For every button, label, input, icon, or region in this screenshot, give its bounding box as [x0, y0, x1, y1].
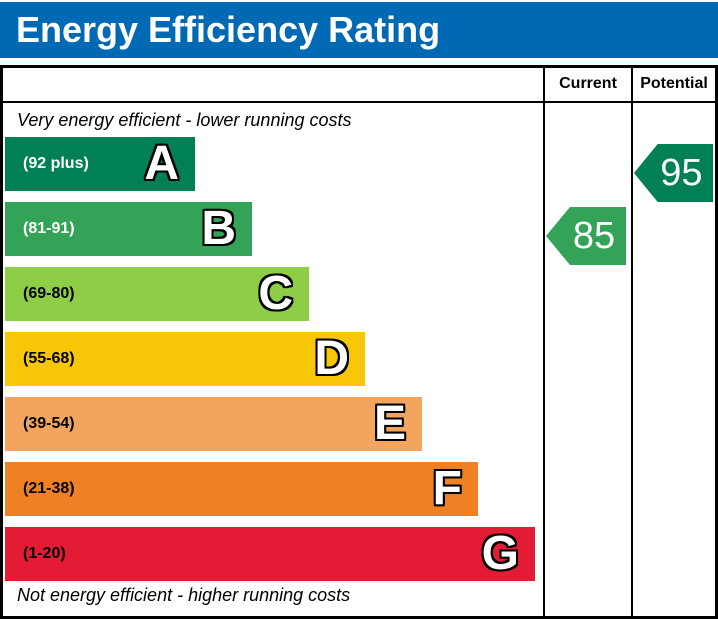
band-a-letter: A [144, 137, 179, 190]
band-e-range-label: (39-54) [23, 415, 75, 432]
potential-column-divider [631, 68, 633, 616]
band-row-a: (92 plus) A [5, 137, 195, 191]
band-f-letter: F [432, 462, 462, 515]
band-d-letter: D [314, 332, 349, 385]
band-a-range-label: (92 plus) [23, 155, 89, 172]
band-f-range-label: (21-38) [23, 480, 75, 497]
bottom-note: Not energy efficient - higher running co… [17, 585, 351, 605]
current-rating-value: 85 [572, 214, 616, 257]
band-c-letter: C [258, 267, 293, 320]
band-e-letter: E [373, 397, 406, 450]
page-title: Energy Efficiency Rating [16, 9, 441, 50]
band-row-g: (1-20) G [5, 527, 535, 581]
band-row-f: (21-38) F [5, 462, 478, 516]
potential-rating-value: 95 [660, 151, 703, 194]
band-g-range-label: (1-20) [23, 545, 66, 562]
potential-rating-arrow: 95 [634, 144, 713, 202]
table-header-row: Current Potential [3, 68, 715, 103]
current-column-header: Current [559, 75, 617, 92]
band-row-e: (39-54) E [5, 397, 422, 451]
band-b-letter: B [201, 202, 236, 255]
band-b-range-label: (81-91) [23, 220, 75, 237]
band-row-c: (69-80) C [5, 267, 309, 321]
potential-column-header: Potential [640, 75, 708, 92]
top-note: Very energy efficient - lower running co… [17, 110, 352, 130]
band-g-letter: G [481, 527, 519, 580]
title-bar: Energy Efficiency Rating [0, 2, 718, 58]
current-rating-arrow: 85 [546, 207, 626, 265]
current-column-divider [543, 68, 545, 616]
band-row-d: (55-68) D [5, 332, 365, 386]
rating-table: Current Potential Very energy efficient … [0, 65, 718, 619]
band-d-range-label: (55-68) [23, 350, 75, 367]
band-row-b: (81-91) B [5, 202, 252, 256]
band-c-range-label: (69-80) [23, 285, 75, 302]
